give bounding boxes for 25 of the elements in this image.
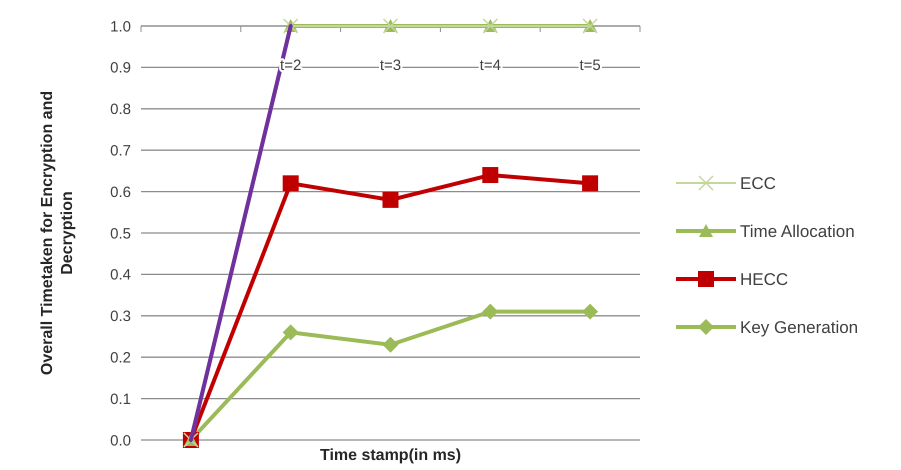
y-tick-label: 0.4 xyxy=(110,266,131,284)
point xyxy=(482,167,498,184)
y-tick-label: 0.2 xyxy=(110,349,131,366)
point xyxy=(282,324,299,340)
point xyxy=(582,175,598,192)
y-tick-label: 0.8 xyxy=(110,101,131,118)
x-axis-title: Time stamp(in ms) xyxy=(320,447,462,464)
point xyxy=(282,175,299,192)
y-tick-label: 0.5 xyxy=(110,225,131,242)
point xyxy=(482,304,498,320)
y-tick-label: 0.9 xyxy=(110,60,131,77)
y-tick-label: 0.1 xyxy=(110,390,131,408)
y-tick-label: 0.7 xyxy=(110,142,131,160)
legend-label: Time Allocation xyxy=(740,222,855,241)
legend-label: HECC xyxy=(740,270,788,289)
legend-label: Key Generation xyxy=(740,318,858,337)
y-tick-label: 0.0 xyxy=(110,432,131,450)
y-tick-label: 0.6 xyxy=(110,184,131,201)
y-axis-title: Overall Timetaken for Encryption and Decryption xyxy=(39,90,76,376)
point xyxy=(382,336,398,353)
point xyxy=(382,192,398,208)
point xyxy=(582,304,598,320)
y-tick-label: 0.3 xyxy=(110,308,131,326)
legend-label: ECC xyxy=(740,174,776,193)
y-tick-label: 1.0 xyxy=(110,18,131,36)
